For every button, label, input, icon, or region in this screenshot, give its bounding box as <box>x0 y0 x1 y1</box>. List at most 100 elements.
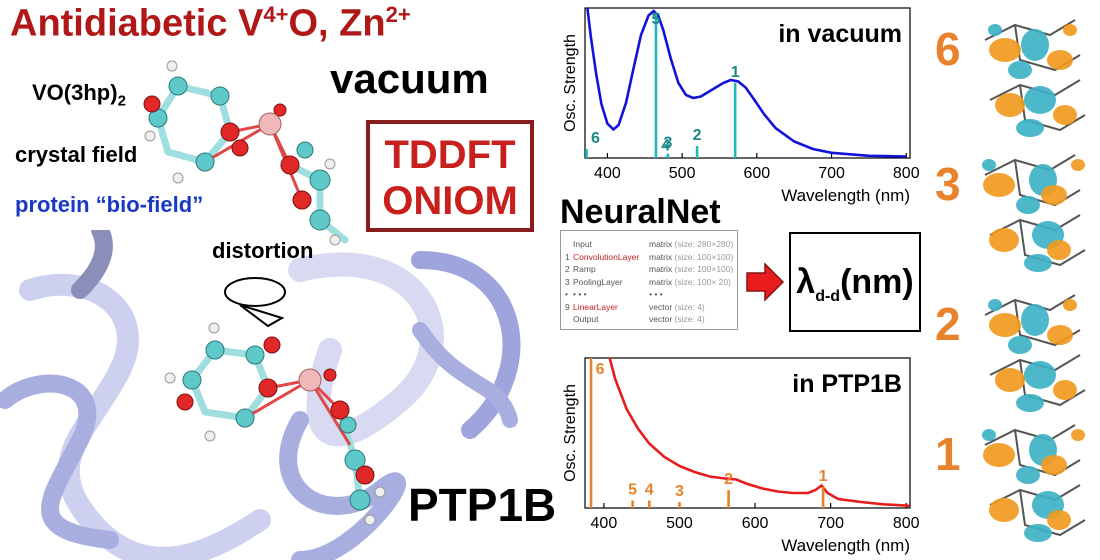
nn-layer-index: • <box>565 289 568 299</box>
transition-label: 2 <box>693 127 702 144</box>
nn-layer-row: Output vector (size: 4) <box>561 314 739 325</box>
nn-layer-name: Ramp <box>573 264 596 274</box>
lambda-symbol: λ <box>796 263 816 301</box>
nn-layer-type: vector (size: 4) <box>649 301 705 312</box>
transition-label: 4 <box>645 482 654 499</box>
orbital-image <box>984 294 1086 412</box>
x-tick-label: 600 <box>743 165 770 182</box>
nn-layer-name: Input <box>573 239 592 249</box>
neuralnet-layers-table: Input matrix (size: 280×280) 1 ConvolutionL… <box>560 230 738 330</box>
nn-layer-name: LinearLayer <box>573 301 618 312</box>
orbital-panel: 2 <box>925 285 1100 420</box>
spectrum-curve <box>608 358 910 508</box>
nn-layer-row: 1 ConvolutionLayer matrix (size: 100×100) <box>561 252 739 263</box>
x-tick-label: 500 <box>666 515 693 532</box>
methods-box: TDDFT ONIOM <box>366 120 534 232</box>
orbital-image <box>982 154 1086 272</box>
x-tick-label: 400 <box>594 165 621 182</box>
x-tick-label: 800 <box>893 165 920 182</box>
vanadium-atom <box>258 112 282 136</box>
transition-label: 3 <box>675 483 684 500</box>
nn-layer-row: 2 Ramp matrix (size: 100×100) <box>561 264 739 275</box>
chart-ptp1b: 400 500 600 700 800 Wavelength (nm) Osc. Stren… <box>562 357 920 555</box>
neuralnet-title: NeuralNet <box>560 193 721 231</box>
transition-label: 3 <box>663 135 672 152</box>
nn-layer-name: ConvolutionLayer <box>573 251 640 262</box>
nn-layer-size: (size: 100×100) <box>674 264 734 274</box>
chart-title: in vacuum <box>778 20 902 48</box>
y-axis-label: Osc. Strength <box>562 34 579 132</box>
nn-layer-type: matrix (size: 280×280) <box>649 239 734 249</box>
nn-layer-name: • • • <box>573 289 587 299</box>
nn-layer-name: PoolingLayer <box>573 276 623 287</box>
nn-layer-type: matrix (size: 100× 20) <box>649 276 731 287</box>
orbital-image <box>982 424 1086 542</box>
orbital-label: 6 <box>935 23 961 75</box>
rotation-arrow-icon <box>224 277 286 328</box>
vanadium-atom-protein <box>298 368 322 392</box>
protein-scene-image <box>0 230 521 560</box>
right-arrow-icon <box>746 262 785 302</box>
nn-layer-name: Output <box>573 314 599 324</box>
x-axis-label: Wavelength (nm) <box>781 536 910 555</box>
lambda-unit: (nm) <box>840 263 914 301</box>
plot-frame <box>584 7 911 159</box>
nn-layer-row: 9 LinearLayer vector (size: 4) <box>561 302 739 313</box>
x-tick-label: 500 <box>669 165 696 182</box>
lambda-output-box: λd-d(nm) <box>789 232 921 332</box>
x-tick-label: 600 <box>742 515 769 532</box>
method-tddft: TDDFT <box>384 133 516 177</box>
lambda-subscript: d-d <box>815 287 841 305</box>
nn-layer-index: 3 <box>565 276 570 287</box>
nn-layer-size: (size: 4) <box>674 314 705 324</box>
figure-title: Antidiabetic V4+O, Zn2+ <box>10 2 411 45</box>
transition-label: 6 <box>591 130 600 147</box>
orbital-panel: 6 <box>925 10 1100 145</box>
molecule-name: VO(3hp)2 <box>32 80 126 110</box>
nn-layer-row: Input matrix (size: 280×280) <box>561 239 739 250</box>
nn-layer-type: matrix (size: 100×100) <box>649 264 734 274</box>
nn-layer-index: 9 <box>565 301 570 312</box>
transition-label: 1 <box>731 64 740 81</box>
transition-label: 5 <box>628 482 637 499</box>
nn-layer-row: 3 PoolingLayer matrix (size: 100× 20) <box>561 277 739 288</box>
x-tick-label: 700 <box>818 165 845 182</box>
bio-field-label: protein “bio-field” <box>15 192 204 217</box>
transition-label: 2 <box>724 471 733 488</box>
nn-layer-size: (size: 100× 20) <box>674 276 731 287</box>
orbital-label: 3 <box>935 158 961 210</box>
transition-label: 4 <box>661 138 670 155</box>
orbital-panel: 3 <box>925 145 1100 280</box>
nn-layer-type: vector (size: 4) <box>649 314 705 324</box>
orbital-label: 1 <box>935 428 961 480</box>
protein-label: PTP1B <box>408 479 557 531</box>
x-tick-label: 800 <box>893 515 920 532</box>
nn-layer-index: 1 <box>565 251 570 262</box>
y-axis-label: Osc. Strength <box>562 384 579 482</box>
nn-layer-size: (size: 4) <box>674 301 705 312</box>
nn-layer-index: 2 <box>565 264 570 274</box>
nn-layer-size: (size: 100×100) <box>674 251 734 262</box>
spectrum-curve <box>586 8 907 158</box>
transition-label: 1 <box>819 468 828 485</box>
x-axis-label: Wavelength (nm) <box>781 186 910 205</box>
distortion-label: distortion <box>212 238 314 263</box>
x-tick-label: 400 <box>591 515 618 532</box>
x-tick-label: 700 <box>817 515 844 532</box>
method-oniom: ONIOM <box>382 179 518 223</box>
chart-vacuum: 400 500 600 700 800 Wavelength (nm) Osc. Stren… <box>562 7 920 205</box>
orbital-image <box>984 19 1086 137</box>
nn-layer-type: matrix (size: 100×100) <box>649 251 734 262</box>
crystal-field-label: crystal field <box>15 142 138 167</box>
vacuum-molecule-image <box>143 60 349 246</box>
transition-label: 6 <box>596 361 605 378</box>
transition-label: 5 <box>652 11 661 28</box>
nn-layer-row: • • • • • • • <box>561 289 739 300</box>
orbital-panel: 1 <box>925 415 1100 550</box>
nn-layer-type: • • • <box>649 289 663 299</box>
vacuum-label: vacuum <box>330 55 489 102</box>
orbital-column: 6 3 2 1 <box>925 0 1100 560</box>
orbital-label: 2 <box>935 298 961 350</box>
nn-layer-size: (size: 280×280) <box>674 239 734 249</box>
chart-title: in PTP1B <box>792 370 902 398</box>
